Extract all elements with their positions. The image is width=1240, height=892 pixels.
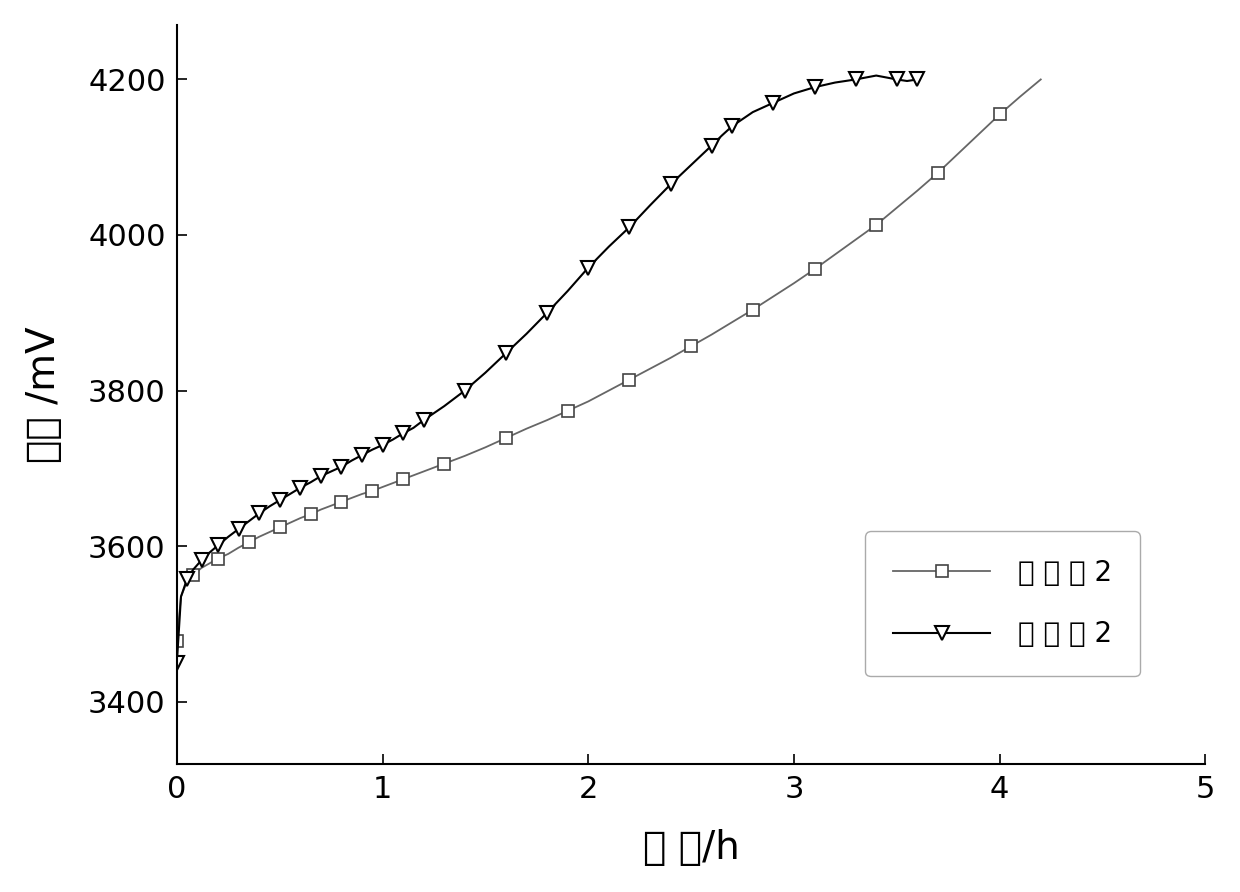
实 施 例 2 — [293, 483, 308, 493]
Legend: 对 比 例 2, 实 施 例 2: 对 比 例 2, 实 施 例 2 — [866, 532, 1140, 676]
实 施 例 2 — [869, 70, 884, 81]
实 施 例 2 — [520, 328, 534, 339]
实 施 例 2 — [807, 82, 822, 93]
Line: 实 施 例 2: 实 施 例 2 — [170, 69, 924, 670]
实 施 例 2 — [170, 657, 185, 668]
对 比 例 2 — [683, 341, 698, 351]
实 施 例 2 — [560, 285, 575, 296]
对 比 例 2 — [180, 575, 195, 586]
Line: 对 比 例 2: 对 比 例 2 — [171, 74, 1047, 647]
Y-axis label: 电压 /mV: 电压 /mV — [25, 326, 63, 463]
实 施 例 2 — [704, 140, 719, 151]
对 比 例 2 — [170, 636, 185, 647]
X-axis label: 时 间/h: 时 间/h — [642, 829, 739, 867]
对 比 例 2 — [663, 352, 678, 363]
对 比 例 2 — [396, 474, 410, 484]
对 比 例 2 — [186, 569, 201, 580]
对 比 例 2 — [1033, 74, 1048, 85]
实 施 例 2 — [498, 348, 513, 359]
实 施 例 2 — [910, 74, 925, 85]
对 比 例 2 — [303, 508, 317, 519]
